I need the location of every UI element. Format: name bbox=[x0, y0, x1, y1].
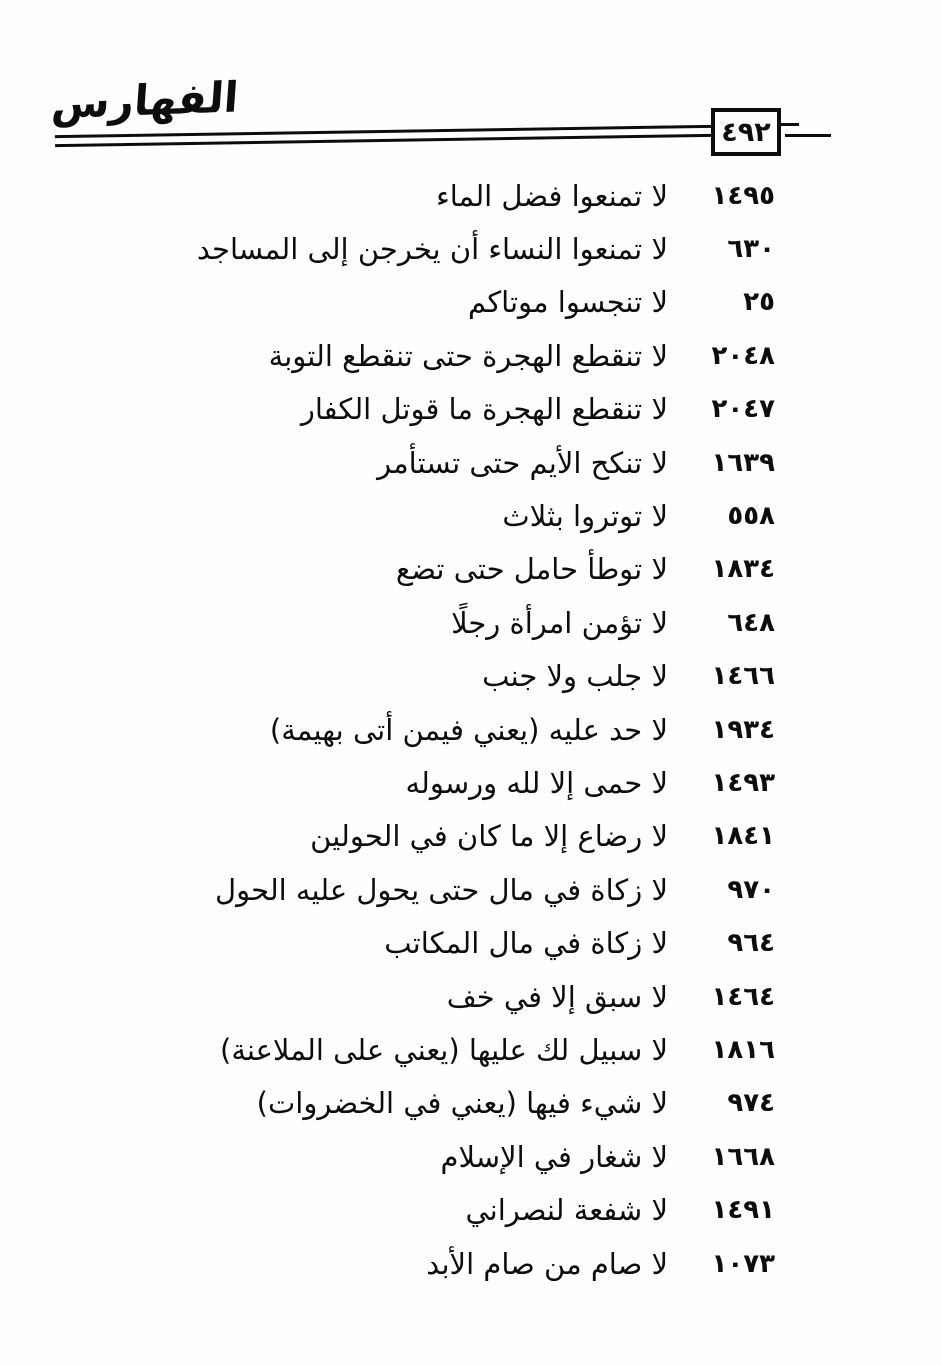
entry-text: لا تنجسوا موتاكم bbox=[468, 285, 668, 320]
index-entry-row: ١٤٦٦ لا جلب ولا جنب bbox=[0, 650, 942, 703]
entry-text: لا شغار في الإسلام bbox=[440, 1139, 668, 1174]
header-double-rule bbox=[54, 124, 713, 153]
index-entry-row: ١٨٤١ لا رضاع إلا ما كان في الحولين bbox=[0, 810, 942, 863]
entry-number: ١٤٦٤ bbox=[711, 981, 775, 1012]
index-entry-row: ١٤٩٣ لا حمى إلا لله ورسوله bbox=[0, 756, 942, 809]
index-entry-row: ١٤٩١ لا شفعة لنصراني bbox=[0, 1183, 942, 1236]
entry-number: ٦٣٠ bbox=[727, 234, 775, 265]
entry-number: ١٤٩٥ bbox=[711, 180, 775, 211]
entry-number: ٢٠٤٨ bbox=[711, 340, 775, 371]
entry-text: لا توتروا بثلاث bbox=[502, 499, 668, 534]
index-entry-row: ١٠٧٣ لا صام من صام الأبد bbox=[0, 1237, 942, 1290]
entry-text: لا زكاة في مال المكاتب bbox=[384, 926, 668, 961]
entry-text: لا تمنعوا فضل الماء bbox=[436, 178, 668, 213]
index-entry-row: ٢٥ لا تنجسوا موتاكم bbox=[0, 276, 942, 329]
page-number-box: ٤٩٢ bbox=[711, 108, 781, 156]
index-entry-row: ٩٧٠ لا زكاة في مال حتى يحول عليه الحول bbox=[0, 863, 942, 916]
entry-number: ١٤٦٦ bbox=[711, 661, 775, 692]
entry-text: لا حمى إلا لله ورسوله bbox=[405, 765, 668, 800]
entry-number: ١٤٩١ bbox=[711, 1195, 775, 1226]
entry-number: ٥٥٨ bbox=[727, 501, 775, 532]
index-entry-row: ٩٧٤ لا شيء فيها (يعني في الخضروات) bbox=[0, 1077, 942, 1130]
entry-text: لا شفعة لنصراني bbox=[465, 1193, 668, 1228]
entry-number: ١٦٣٩ bbox=[711, 447, 775, 478]
index-entry-row: ٦٤٨ لا تؤمن امرأة رجلًا bbox=[0, 596, 942, 649]
book-section-logo: الفهارس bbox=[50, 72, 241, 128]
entry-number: ١٩٣٤ bbox=[711, 714, 775, 745]
entry-text: لا توطأ حامل حتى تضع bbox=[395, 552, 668, 587]
entry-number: ٢٥ bbox=[743, 287, 775, 318]
entry-text: لا سبيل لك عليها (يعني على الملاعنة) bbox=[220, 1032, 668, 1067]
entry-number: ٩٧٤ bbox=[727, 1088, 775, 1119]
entry-text: لا سبق إلا في خف bbox=[446, 979, 668, 1014]
entry-text: لا صام من صام الأبد bbox=[426, 1246, 668, 1281]
entry-text: لا تنقطع الهجرة حتى تنقطع التوبة bbox=[268, 338, 668, 373]
entry-number: ٩٦٤ bbox=[727, 928, 775, 959]
index-entry-row: ٢٠٤٨ لا تنقطع الهجرة حتى تنقطع التوبة bbox=[0, 329, 942, 382]
entry-number: ١٤٩٣ bbox=[711, 767, 775, 798]
index-entry-row: ٥٥٨ لا توتروا بثلاث bbox=[0, 489, 942, 542]
page-number-box-right-rule-bottom bbox=[785, 134, 831, 137]
entry-text: لا تمنعوا النساء أن يخرجن إلى المساجد bbox=[196, 232, 668, 267]
entry-number: ٩٧٠ bbox=[727, 874, 775, 905]
entry-text: لا تؤمن امرأة رجلًا bbox=[451, 605, 668, 640]
entry-number: ٦٤٨ bbox=[727, 607, 775, 638]
page-number-box-right-rule-top bbox=[779, 123, 799, 126]
index-entry-row: ١٩٣٤ لا حد عليه (يعني فيمن أتى بهيمة) bbox=[0, 703, 942, 756]
entry-number: ١٨١٦ bbox=[711, 1034, 775, 1065]
entry-text: لا زكاة في مال حتى يحول عليه الحول bbox=[215, 872, 668, 907]
entry-number: ١٨٣٤ bbox=[711, 554, 775, 585]
index-entries-list: ١٤٩٥ لا تمنعوا فضل الماء ٦٣٠ لا تمنعوا ا… bbox=[0, 169, 942, 1290]
page-number: ٤٩٢ bbox=[721, 116, 771, 148]
entry-text: لا حد عليه (يعني فيمن أتى بهيمة) bbox=[269, 712, 668, 747]
index-entry-row: ١٤٩٥ لا تمنعوا فضل الماء bbox=[0, 169, 942, 222]
index-entry-row: ١٦٦٨ لا شغار في الإسلام bbox=[0, 1130, 942, 1183]
index-entry-row: ١٤٦٤ لا سبق إلا في خف bbox=[0, 970, 942, 1023]
entry-number: ١٦٦٨ bbox=[711, 1141, 775, 1172]
entry-number: ٢٠٤٧ bbox=[711, 394, 775, 425]
index-entry-row: ١٨١٦ لا سبيل لك عليها (يعني على الملاعنة… bbox=[0, 1023, 942, 1076]
index-entry-row: ٩٦٤ لا زكاة في مال المكاتب bbox=[0, 916, 942, 969]
entry-number: ١٨٤١ bbox=[711, 821, 775, 852]
entry-text: لا تنكح الأيم حتى تستأمر bbox=[377, 445, 668, 480]
index-entry-row: ٦٣٠ لا تمنعوا النساء أن يخرجن إلى المساج… bbox=[0, 222, 942, 275]
entry-text: لا رضاع إلا ما كان في الحولين bbox=[310, 819, 668, 854]
index-entry-row: ١٦٣٩ لا تنكح الأيم حتى تستأمر bbox=[0, 436, 942, 489]
entry-text: لا جلب ولا جنب bbox=[482, 659, 668, 694]
index-entry-row: ١٨٣٤ لا توطأ حامل حتى تضع bbox=[0, 543, 942, 596]
index-entry-row: ٢٠٤٧ لا تنقطع الهجرة ما قوتل الكفار bbox=[0, 383, 942, 436]
entry-text: لا تنقطع الهجرة ما قوتل الكفار bbox=[300, 392, 668, 427]
entry-number: ١٠٧٣ bbox=[711, 1248, 775, 1279]
entry-text: لا شيء فيها (يعني في الخضروات) bbox=[256, 1086, 668, 1121]
